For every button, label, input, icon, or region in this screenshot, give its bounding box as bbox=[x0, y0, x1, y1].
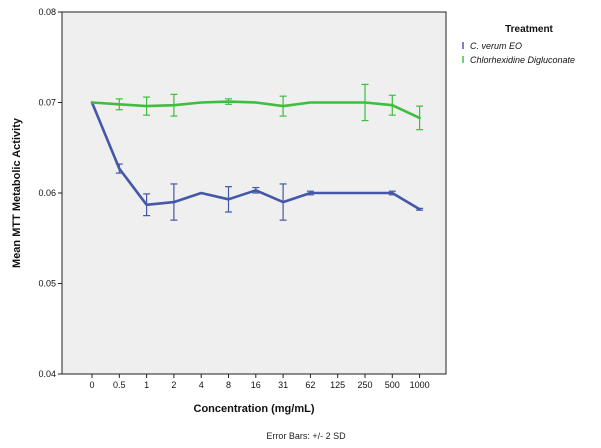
series-lines bbox=[90, 100, 421, 211]
legend-items: I C. verum EO I Chlorhexidine Digluconate bbox=[462, 41, 575, 66]
x-axis-title: Concentration (mg/mL) bbox=[194, 403, 315, 415]
x-tick-label: 250 bbox=[357, 380, 372, 390]
y-tick-label: 0.06 bbox=[38, 188, 56, 198]
series-line-1 bbox=[90, 101, 421, 211]
x-tick-label: 500 bbox=[385, 380, 400, 390]
series-line-2 bbox=[90, 100, 421, 120]
y-tick-label: 0.08 bbox=[38, 7, 56, 17]
y-axis: 0.04 0.05 0.06 0.07 0.08 bbox=[38, 7, 62, 379]
y-tick-label: 0.04 bbox=[38, 369, 56, 379]
legend: Treatment I C. verum EO I Chlorhexidine Dig… bbox=[462, 24, 575, 66]
x-tick-label: 16 bbox=[251, 380, 261, 390]
x-tick-label: 0.5 bbox=[113, 380, 126, 390]
y-tick-label: 0.07 bbox=[38, 98, 56, 108]
x-tick-label: 2 bbox=[171, 380, 176, 390]
legend-error-symbol-icon: I bbox=[462, 41, 465, 52]
legend-error-symbol-icon: I bbox=[462, 55, 465, 66]
x-tick-label: 4 bbox=[199, 380, 204, 390]
error-bars-footnote: Error Bars: +/- 2 SD bbox=[266, 431, 346, 441]
x-tick-label: 125 bbox=[330, 380, 345, 390]
y-axis-title: Mean MTT Metabolic Activity bbox=[11, 117, 23, 268]
x-axis: 0 0.5 1 2 4 8 16 31 62 125 250 500 1000 bbox=[89, 374, 430, 390]
legend-label: C. verum EO bbox=[470, 41, 522, 51]
x-tick-label: 0 bbox=[89, 380, 94, 390]
legend-title: Treatment bbox=[505, 24, 553, 35]
legend-label: Chlorhexidine Digluconate bbox=[470, 55, 575, 65]
x-tick-label: 31 bbox=[278, 380, 288, 390]
x-tick-label: 1 bbox=[144, 380, 149, 390]
x-tick-label: 1000 bbox=[410, 380, 430, 390]
x-tick-label: 62 bbox=[305, 380, 315, 390]
y-tick-label: 0.05 bbox=[38, 279, 56, 289]
x-tick-label: 8 bbox=[226, 380, 231, 390]
